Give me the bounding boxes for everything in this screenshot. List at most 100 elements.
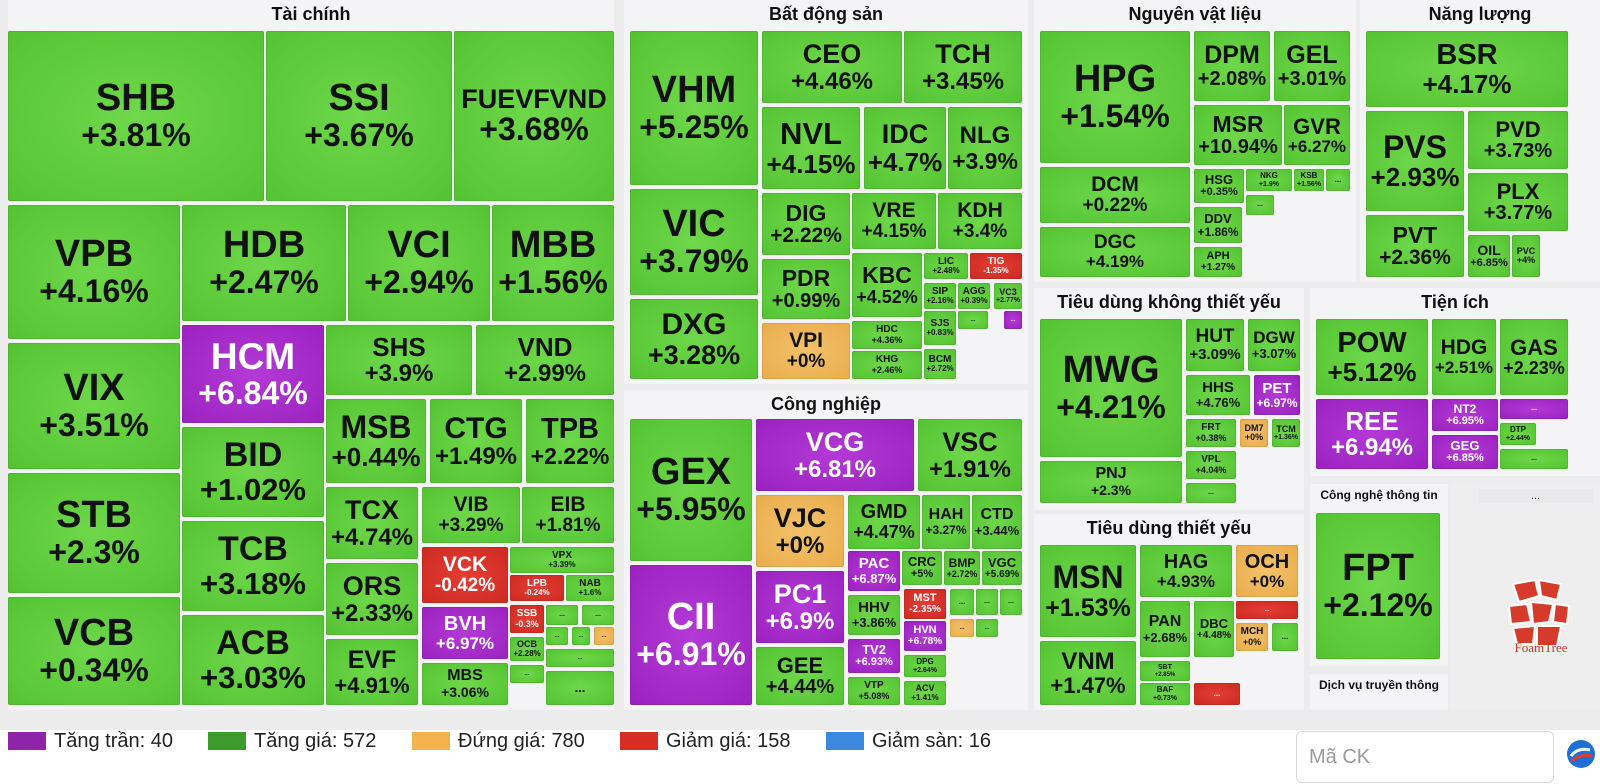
tile-crc[interactable]: CRC +5% (902, 551, 942, 585)
stock-code-input[interactable] (1297, 732, 1553, 782)
tile-vci[interactable]: VCI +2.94% (348, 205, 490, 321)
tile-fpt[interactable]: FPT +2.12% (1316, 513, 1440, 659)
tile-fuevfvnd[interactable]: FUEVFVND +3.68% (454, 31, 614, 201)
tile-dpg[interactable]: DPG +2.64% (904, 655, 946, 677)
tile-sjs[interactable]: SJS +0.83% (924, 311, 956, 345)
tile-dpm[interactable]: DPM +2.08% (1194, 31, 1270, 101)
tile-bvh[interactable]: BVH +6.97% (422, 607, 508, 659)
tile-more[interactable]: ... (1246, 195, 1274, 215)
tile-more[interactable]: ... (546, 605, 578, 625)
tile-shs[interactable]: SHS +3.9% (326, 325, 472, 395)
tile-more[interactable]: ... (976, 619, 998, 637)
tile-mwg[interactable]: MWG +4.21% (1040, 319, 1182, 457)
tile-more[interactable]: ... (1326, 169, 1350, 191)
tile-idc[interactable]: IDC +4.7% (864, 107, 946, 189)
tile-ssb[interactable]: SSB -0.3% (510, 605, 544, 633)
tile-lpb[interactable]: LPB -0.24% (510, 575, 564, 601)
tile-tig[interactable]: TIG -1.35% (970, 253, 1022, 279)
tile-acb[interactable]: ACB +3.03% (182, 615, 324, 705)
tile-pow[interactable]: POW +5.12% (1316, 319, 1428, 395)
tile-hhv[interactable]: HHV +3.86% (848, 595, 900, 635)
tile-dcm[interactable]: DCM +0.22% (1040, 167, 1190, 223)
tile-vcb[interactable]: VCB +0.34% (8, 597, 180, 705)
tile-vhm[interactable]: VHM +5.25% (630, 31, 758, 185)
tile-nlg[interactable]: NLG +3.9% (948, 107, 1022, 189)
tile-more[interactable]: ... (1236, 601, 1298, 619)
tile-geg[interactable]: GEG +6.85% (1432, 435, 1498, 469)
tile-ssi[interactable]: SSI +3.67% (266, 31, 452, 201)
tile-hah[interactable]: HAH +3.27% (922, 495, 970, 549)
tile-pet[interactable]: PET +6.97% (1254, 375, 1300, 415)
tile-hdg[interactable]: HDG +2.51% (1432, 319, 1496, 395)
tile-vjc[interactable]: VJC +0% (756, 495, 844, 567)
tile-ors[interactable]: ORS +2.33% (326, 563, 418, 635)
tile-tcx[interactable]: TCX +4.74% (326, 487, 418, 559)
tile-vpi[interactable]: VPI +0% (762, 323, 850, 379)
tile-nab[interactable]: NAB +1.6% (566, 575, 614, 601)
tile-hsg[interactable]: HSG +0.35% (1194, 169, 1244, 203)
tile-stb[interactable]: STB +2.3% (8, 473, 180, 593)
tile-more[interactable]: ... (1000, 589, 1022, 615)
tile-mch[interactable]: MCH +0% (1236, 623, 1268, 651)
tile-vic[interactable]: VIC +3.79% (630, 189, 758, 295)
tile-dgw[interactable]: DGW +3.07% (1248, 319, 1300, 371)
tile-nt2[interactable]: NT2 +6.95% (1432, 399, 1498, 431)
tile-bid[interactable]: BID +1.02% (182, 427, 324, 517)
tile-mbb[interactable]: MBB +1.56% (492, 205, 614, 321)
tile-more[interactable]: ... (1186, 483, 1236, 503)
tile-pnj[interactable]: PNJ +2.3% (1040, 461, 1182, 503)
tile-vck[interactable]: VCK -0.42% (422, 547, 508, 603)
tile-hut[interactable]: HUT +3.09% (1186, 319, 1244, 371)
tile-vpb[interactable]: VPB +4.16% (8, 205, 180, 339)
tile-hpg[interactable]: HPG +1.54% (1040, 31, 1190, 163)
tile-more[interactable]: ... (976, 589, 998, 615)
sector-dich-vu-truyen-thong[interactable]: Dịch vụ truyền thông (1310, 674, 1448, 710)
app-logo-icon[interactable] (1566, 739, 1596, 769)
tile-eib[interactable]: EIB +1.81% (522, 487, 614, 543)
tile-vgc[interactable]: VGC +5.69% (982, 551, 1022, 585)
tile-gex[interactable]: GEX +5.95% (630, 419, 752, 561)
tile-pac[interactable]: PAC +6.87% (848, 551, 900, 591)
tile-ree[interactable]: REE +6.94% (1316, 399, 1428, 469)
tile-vcg[interactable]: VCG +6.81% (756, 419, 914, 491)
tile-more[interactable]: ... (1500, 399, 1568, 419)
tile-pvt[interactable]: PVT +2.36% (1366, 215, 1464, 277)
tile-evf[interactable]: EVF +4.91% (326, 639, 418, 705)
tile-hag[interactable]: HAG +4.93% (1140, 545, 1232, 597)
tile-more[interactable]: ... (546, 627, 568, 645)
tile-dig[interactable]: DIG +2.22% (762, 193, 850, 255)
tile-hcm[interactable]: HCM +6.84% (182, 325, 324, 423)
tile-ceo[interactable]: CEO +4.46% (762, 31, 902, 103)
tile-dm7[interactable]: DM7 +0% (1240, 419, 1268, 447)
tile-hdc[interactable]: HDC +4.36% (852, 321, 922, 349)
tile-khg[interactable]: KHG +2.46% (852, 351, 922, 379)
tile-ocb[interactable]: OCB +2.28% (510, 637, 544, 661)
tile-pc1[interactable]: PC1 +6.9% (756, 571, 844, 643)
tile-ctg[interactable]: CTG +1.49% (430, 399, 522, 483)
tile-vix[interactable]: VIX +3.51% (8, 343, 180, 469)
tile-gel[interactable]: GEL +3.01% (1274, 31, 1350, 101)
tile-aph[interactable]: APH +1.27% (1194, 247, 1242, 277)
tile-tcm[interactable]: TCM +1.36% (1272, 419, 1300, 447)
tile-frt[interactable]: FRT +0.38% (1186, 419, 1236, 447)
tile-more[interactable]: ... (572, 627, 590, 645)
tile-agg[interactable]: AGG +0.39% (958, 283, 990, 309)
tile-tv2[interactable]: TV2 +6.93% (848, 639, 900, 673)
tile-msb[interactable]: MSB +0.44% (326, 399, 426, 483)
more-indicator[interactable]: ... (1478, 489, 1593, 503)
tile-sip[interactable]: SIP +2.16% (924, 283, 956, 309)
tile-gee[interactable]: GEE +4.44% (756, 647, 844, 705)
tile-vre[interactable]: VRE +4.15% (852, 193, 936, 249)
tile-pvc[interactable]: PVC +4% (1512, 235, 1540, 277)
tile-kbc[interactable]: KBC +4.52% (852, 253, 922, 317)
tile-vpx[interactable]: VPX +3.39% (510, 547, 614, 573)
tile-pan[interactable]: PAN +2.68% (1140, 601, 1190, 657)
tile-more[interactable]: ... (958, 311, 988, 329)
tile-more[interactable]: ... (546, 649, 614, 667)
tile-more[interactable]: ... (1272, 623, 1298, 651)
tile-oil[interactable]: OIL +6.85% (1468, 235, 1510, 277)
tile-bsr[interactable]: BSR +4.17% (1366, 31, 1568, 107)
tile-vnd[interactable]: VND +2.99% (476, 325, 614, 395)
tile-more[interactable]: ... (950, 589, 974, 615)
tile-vnm[interactable]: VNM +1.47% (1040, 641, 1136, 705)
